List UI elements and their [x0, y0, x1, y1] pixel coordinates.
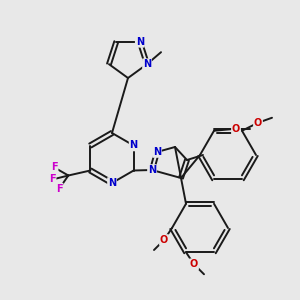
Text: O: O — [254, 118, 262, 128]
Text: N: N — [148, 165, 156, 175]
Text: O: O — [160, 235, 168, 245]
Text: F: F — [56, 184, 63, 194]
Text: N: N — [108, 178, 116, 188]
Text: F: F — [51, 163, 58, 172]
Text: N: N — [130, 140, 138, 151]
Text: N: N — [136, 37, 144, 47]
Text: F: F — [49, 175, 56, 184]
Text: N: N — [143, 59, 151, 69]
Text: O: O — [232, 124, 240, 134]
Text: N: N — [153, 147, 161, 157]
Text: O: O — [190, 259, 198, 269]
